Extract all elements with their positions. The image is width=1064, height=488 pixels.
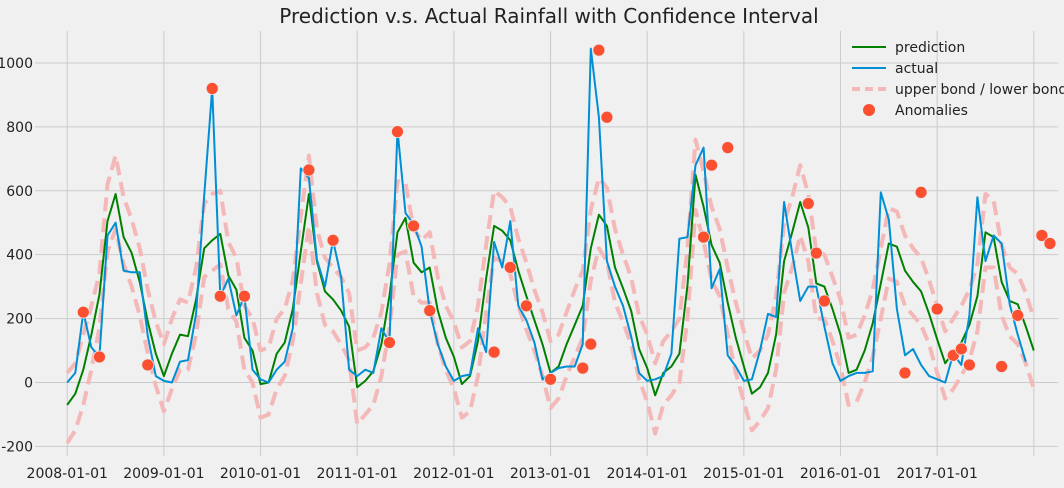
legend-label: actual xyxy=(895,61,938,77)
anomaly-point xyxy=(818,294,831,308)
y-tick-label: -200 xyxy=(1,439,33,455)
x-tick-label: 2017-01-01 xyxy=(896,466,977,482)
anomaly-point xyxy=(721,141,735,155)
anomaly-point xyxy=(576,361,590,375)
x-tick-label: 2011-01-01 xyxy=(317,466,398,482)
legend-swatch xyxy=(863,104,875,116)
upper-bond-line xyxy=(65,137,1036,375)
anomaly-point xyxy=(238,289,251,303)
x-tick-label: 2010-01-01 xyxy=(220,466,301,482)
anomaly-point xyxy=(600,110,614,124)
anomaly-point xyxy=(423,304,437,318)
x-tick-label: 2009-01-01 xyxy=(123,466,204,482)
anomaly-point xyxy=(383,336,396,349)
anomaly-point xyxy=(519,299,533,313)
anomaly-point xyxy=(93,350,106,364)
anomaly-point xyxy=(584,337,598,351)
anomaly-point xyxy=(503,261,517,274)
anomaly-point xyxy=(801,197,815,210)
anomaly-point xyxy=(302,163,316,177)
anomaly-point xyxy=(1043,237,1057,250)
anomaly-point xyxy=(705,158,719,172)
x-tick-label: 2016-01-01 xyxy=(800,466,881,482)
anomaly-point xyxy=(962,358,976,372)
x-tick-label: 2012-01-01 xyxy=(413,466,494,482)
anomaly-point xyxy=(76,305,90,319)
legend-label: Anomalies xyxy=(895,103,968,119)
anomaly-point xyxy=(914,185,928,199)
x-tick-label: 2008-01-01 xyxy=(27,466,108,482)
anomaly-point xyxy=(697,230,710,244)
legend-label: prediction xyxy=(895,40,965,56)
anomaly-point xyxy=(954,342,968,356)
y-tick-label: 0 xyxy=(24,376,33,392)
series-layer xyxy=(65,43,1057,445)
anomaly-point xyxy=(407,219,420,233)
anomaly-point xyxy=(930,302,944,316)
x-tick-label: 2015-01-01 xyxy=(703,466,784,482)
y-tick-label: 400 xyxy=(6,248,33,264)
tick-labels: -200 0 200 400 600 800 1000 2008-01-01 2009-01-0… xyxy=(0,56,978,482)
anomaly-point xyxy=(213,289,227,303)
x-tick-label: 2013-01-01 xyxy=(510,466,591,482)
anomaly-point xyxy=(898,366,912,380)
y-tick-label: 200 xyxy=(6,312,33,328)
anomaly-point xyxy=(995,360,1009,373)
anomaly-point xyxy=(326,233,340,247)
anomaly-point xyxy=(205,82,219,95)
anomaly-point xyxy=(809,246,823,260)
anomaly-point xyxy=(592,43,606,57)
legend: prediction actual upper bond / lower bond A… xyxy=(852,40,1064,119)
anomaly-point xyxy=(391,125,404,139)
anomaly-point xyxy=(544,372,557,386)
x-tick-label: 2014-01-01 xyxy=(607,466,688,482)
anomaly-point xyxy=(487,345,501,359)
y-tick-label: 600 xyxy=(6,184,33,200)
y-tick-label: 1000 xyxy=(0,56,33,72)
anomaly-point xyxy=(1011,308,1025,322)
chart-title: Prediction v.s. Actual Rainfall with Con… xyxy=(279,4,818,28)
anomaly-point xyxy=(141,358,155,372)
y-tick-label: 800 xyxy=(6,120,33,136)
legend-label: upper bond / lower bond xyxy=(895,82,1064,98)
anomaly-point xyxy=(1035,229,1049,242)
